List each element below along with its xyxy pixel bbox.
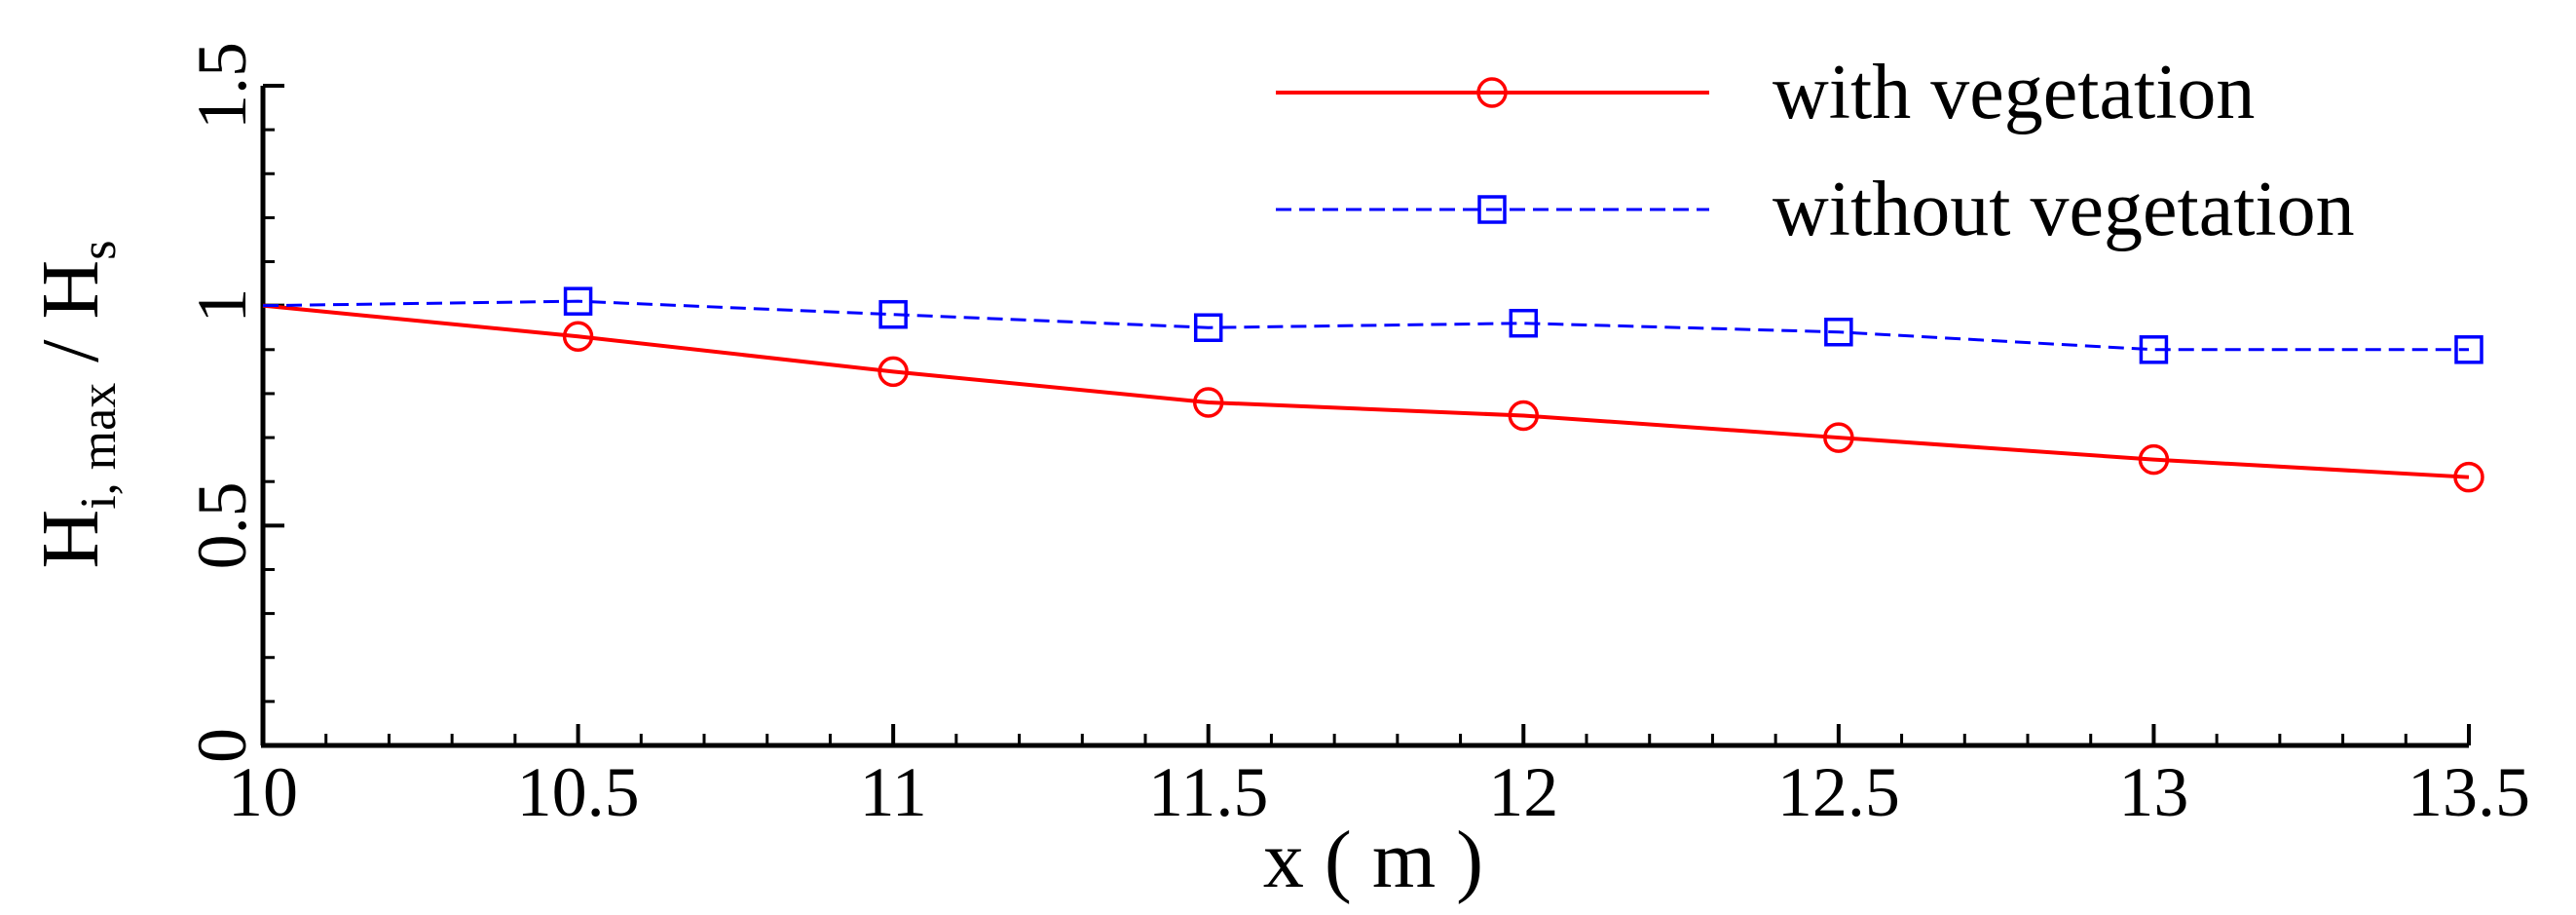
legend: with vegetation without vegetation (1276, 50, 2355, 252)
x-tick-label: 10.5 (517, 753, 640, 831)
x-axis-ticks: 10 10.5 11 11.5 12 12.5 13 13.5 (228, 724, 2530, 831)
x-tick-label: 10 (228, 753, 298, 831)
legend-label: without vegetation (1773, 167, 2355, 252)
legend-marker (1477, 195, 1507, 224)
data-point-marker (1192, 387, 1224, 418)
data-point-marker (878, 299, 908, 329)
y-axis-title: Hi, max / Hs (25, 241, 127, 569)
data-point-marker (2454, 335, 2483, 364)
data-point-marker (2138, 443, 2170, 476)
series-0 (262, 303, 2484, 493)
data-point-marker (1824, 317, 1853, 347)
legend-entry-1: without vegetation (1276, 167, 2355, 252)
y-axis-title-sub2: s (71, 241, 127, 260)
y-axis-title-main2: H (25, 260, 116, 320)
x-tick-label: 12.5 (1777, 753, 1900, 831)
axes (260, 86, 2469, 748)
y-axis-title-main: H (25, 510, 116, 569)
x-tick-label: 13 (2118, 753, 2188, 831)
legend-marker (1476, 77, 1508, 108)
data-point-marker (2139, 335, 2169, 364)
data-point-marker (562, 321, 594, 353)
x-tick-label: 12 (1488, 753, 1558, 831)
data-point-marker (2453, 461, 2484, 493)
data-point-marker (1508, 400, 1540, 432)
legend-label: with vegetation (1773, 50, 2255, 135)
data-point-marker (1193, 313, 1223, 342)
data-point-marker (1823, 422, 1854, 453)
data-point-marker (877, 356, 909, 388)
series-line (262, 299, 2469, 352)
series-1 (262, 286, 2483, 364)
x-tick-label: 13.5 (2408, 753, 2530, 831)
x-tick-label: 11 (859, 753, 926, 831)
y-tick-label: 0 (183, 728, 261, 763)
plot-series (262, 286, 2484, 493)
x-tick-label: 11.5 (1148, 753, 1268, 831)
y-axis-title-sub: i, max (71, 383, 127, 510)
data-point-marker (563, 286, 593, 316)
y-tick-label: 1 (183, 288, 261, 324)
y-tick-label: 0.5 (183, 481, 261, 569)
data-point-marker (1509, 308, 1539, 338)
y-axis-title-sep: / (25, 319, 116, 382)
y-tick-label: 1.5 (183, 42, 261, 130)
x-axis-title: x ( m ) (1263, 815, 1483, 905)
legend-entry-0: with vegetation (1276, 50, 2255, 135)
series-line (262, 303, 2470, 479)
y-axis-ticks: 0 0.5 1 1.5 (183, 42, 284, 763)
